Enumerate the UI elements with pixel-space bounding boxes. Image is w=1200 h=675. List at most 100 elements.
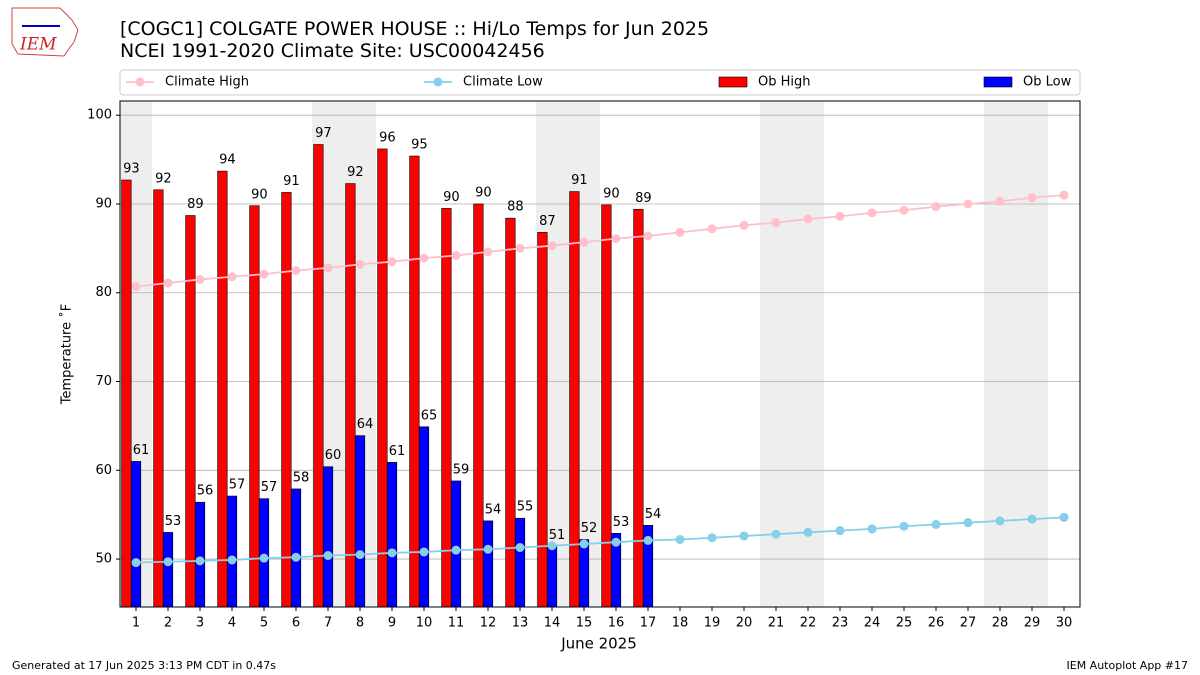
bar [482, 520, 494, 608]
point [419, 547, 429, 557]
point [515, 543, 525, 553]
data-label: 96 [379, 130, 396, 145]
chart-title: [COGC1] COLGATE POWER HOUSE :: Hi/Lo Tem… [120, 18, 709, 40]
point [739, 531, 749, 541]
data-label: 64 [357, 417, 374, 432]
point [387, 257, 397, 267]
y-tick-label: 60 [95, 463, 112, 478]
point [611, 234, 621, 244]
x-tick-label: 5 [260, 616, 268, 631]
bar [386, 462, 398, 608]
data-label: 91 [571, 173, 588, 188]
x-tick-label: 12 [480, 616, 497, 631]
data-label: 91 [283, 174, 300, 189]
point [1027, 193, 1037, 203]
point [163, 278, 173, 288]
data-label: 52 [581, 521, 598, 536]
bar [249, 205, 260, 608]
x-tick-label: 2 [164, 616, 172, 631]
point [675, 535, 685, 545]
x-tick-label: 26 [928, 616, 945, 631]
x-tick-label: 19 [704, 616, 721, 631]
point [579, 237, 589, 247]
y-tick-label: 90 [95, 196, 112, 211]
data-label: 90 [443, 190, 460, 205]
x-tick-label: 28 [992, 616, 1009, 631]
x-tick-label: 23 [832, 616, 849, 631]
plot-frame [119, 100, 1081, 608]
point [355, 550, 365, 560]
data-label: 65 [421, 408, 438, 423]
point [547, 541, 557, 551]
point [707, 224, 717, 234]
weekend-shade [792, 101, 824, 607]
point [867, 208, 877, 218]
point [1059, 512, 1069, 522]
line [135, 194, 1065, 288]
x-tick-label: 17 [640, 616, 657, 631]
point [547, 241, 557, 251]
data-label: 92 [155, 171, 172, 186]
point [387, 548, 397, 558]
bar [441, 208, 452, 608]
bar [409, 155, 420, 608]
point [579, 539, 589, 549]
logo-outline [11, 7, 79, 57]
x-tick-label: 29 [1024, 616, 1041, 631]
point [995, 516, 1005, 526]
data-label: 61 [133, 443, 150, 458]
x-tick-label: 15 [576, 616, 593, 631]
weekend-shade [1016, 101, 1048, 607]
point [835, 211, 845, 221]
data-label: 51 [549, 528, 566, 543]
data-label: 57 [261, 480, 278, 495]
footer-left: Generated at 17 Jun 2025 3:13 PM CDT in … [12, 659, 276, 672]
point [899, 205, 909, 215]
legend-label: Ob High [758, 75, 811, 90]
y-tick-label: 80 [95, 285, 112, 300]
data-label: 54 [645, 507, 662, 522]
data-label: 56 [197, 484, 214, 499]
point [355, 259, 365, 269]
data-label: 53 [165, 514, 182, 529]
point [835, 526, 845, 536]
data-label: 90 [603, 186, 620, 201]
x-tick-label: 27 [960, 616, 977, 631]
point [675, 227, 685, 237]
x-tick-label: 3 [196, 616, 204, 631]
point [227, 555, 237, 565]
x-tick-label: 21 [768, 616, 785, 631]
point [771, 529, 781, 539]
data-label: 58 [293, 470, 310, 485]
data-label: 89 [187, 197, 204, 212]
y-tick-label: 50 [95, 552, 112, 567]
bar [418, 426, 430, 608]
bar [194, 501, 206, 608]
point [867, 524, 877, 534]
bar [514, 517, 526, 608]
bar [217, 170, 228, 608]
legend-swatch [433, 77, 443, 87]
bar [153, 189, 164, 608]
bar [345, 183, 356, 608]
bar [185, 215, 196, 608]
data-label: 90 [251, 187, 268, 202]
bar [450, 480, 462, 608]
bar [354, 435, 366, 608]
x-tick-label: 7 [324, 616, 332, 631]
weekend-shade [984, 101, 1016, 607]
data-label: 57 [229, 478, 246, 493]
point [323, 263, 333, 273]
point [963, 199, 973, 209]
point [451, 545, 461, 555]
data-label: 92 [347, 165, 364, 180]
x-tick-label: 8 [356, 616, 364, 631]
bar [633, 209, 644, 608]
point [195, 556, 205, 566]
point [931, 519, 941, 529]
point [515, 243, 525, 253]
legend-box [119, 69, 1081, 96]
legend-label: Climate Low [463, 75, 543, 90]
x-tick-label: 24 [864, 616, 881, 631]
